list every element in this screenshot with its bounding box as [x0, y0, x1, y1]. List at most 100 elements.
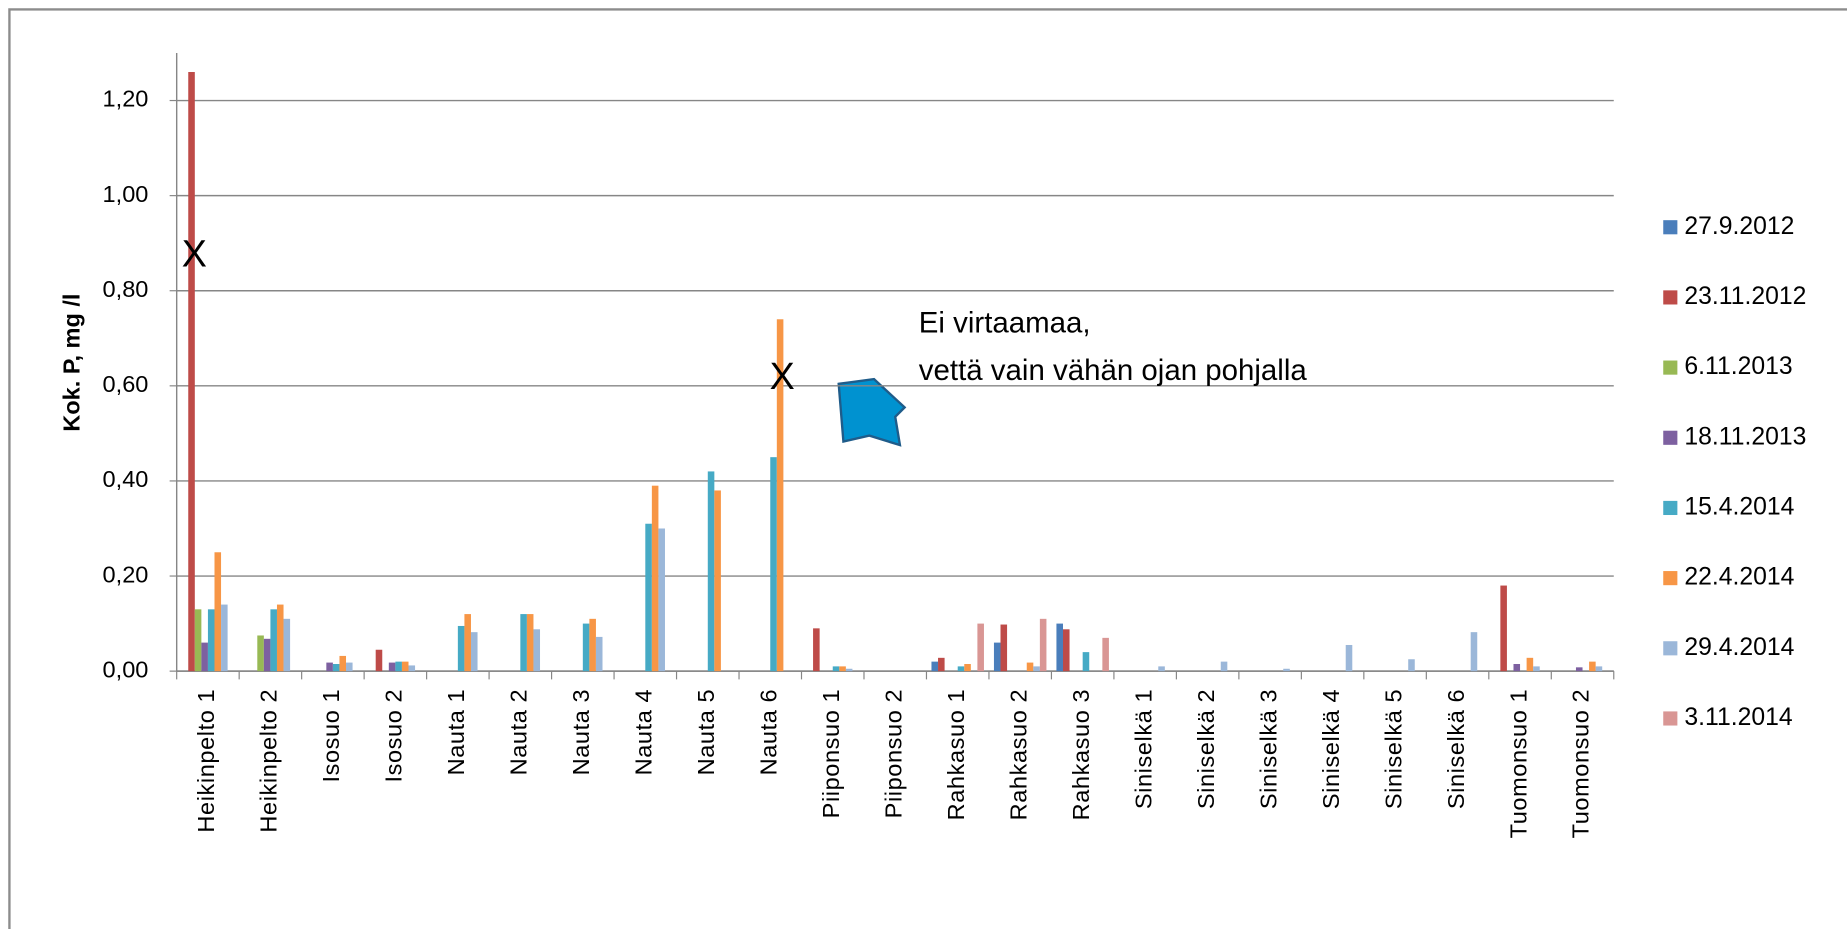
x-tick-label: Piiponsuo 2 — [880, 689, 906, 819]
bar — [1220, 661, 1228, 672]
bar — [1082, 652, 1090, 672]
bar — [194, 609, 202, 672]
bar — [1056, 623, 1063, 672]
bar — [201, 642, 208, 672]
x-tick-label: Isosuo 2 — [381, 689, 407, 783]
bar — [1158, 666, 1165, 672]
frame — [8, 8, 1847, 929]
bar — [1000, 624, 1008, 672]
y-tick-label: 0,20 — [103, 561, 149, 587]
x-tick-label: Nauta 2 — [506, 689, 532, 776]
bar — [464, 614, 471, 672]
bar — [263, 638, 271, 672]
bar — [595, 636, 603, 672]
bar — [526, 614, 534, 672]
annotation: Ei virtaamaa, — [919, 307, 1091, 340]
bar — [520, 614, 527, 672]
legend-label: 15.4.2014 — [1684, 493, 1794, 520]
bar — [776, 319, 784, 672]
bar — [845, 668, 853, 672]
legend-swatch — [1663, 711, 1678, 726]
bar — [1062, 629, 1070, 672]
bar — [1033, 666, 1040, 672]
x-tick-label: Piiponsuo 1 — [818, 689, 844, 819]
legend-label: 18.11.2013 — [1684, 423, 1806, 450]
bar — [346, 662, 353, 672]
bar — [993, 642, 1001, 672]
bar — [408, 665, 416, 672]
legend-swatch — [1663, 641, 1678, 656]
x-tick-label: Siniselkä 1 — [1130, 689, 1156, 809]
bar — [1470, 632, 1478, 672]
x-tick-label: Nauta 1 — [443, 689, 469, 776]
y-tick-label: 0,00 — [103, 656, 149, 682]
x-tick-label: Tuomonsuo 1 — [1505, 689, 1531, 839]
bar — [964, 664, 971, 672]
y-tick-label: 1,00 — [103, 181, 149, 207]
bar — [589, 618, 596, 672]
bar — [326, 662, 333, 672]
y-tick-label: 1,20 — [103, 86, 149, 112]
marker: X — [182, 233, 207, 275]
bar — [957, 666, 965, 672]
x-tick-label: Nauta 5 — [693, 689, 719, 776]
bar — [332, 664, 340, 672]
y-axis-label: Kok. P, mg /l — [58, 294, 84, 432]
bar — [188, 72, 195, 672]
bar — [1102, 637, 1109, 672]
bar — [832, 666, 840, 672]
bar — [1526, 657, 1534, 672]
x-tick-label: Rahkasuo 2 — [1005, 689, 1031, 821]
x-tick-label: Heikinpelto 2 — [256, 689, 282, 833]
bar — [339, 655, 347, 672]
bar — [1595, 666, 1603, 672]
legend-label: 27.9.2012 — [1684, 213, 1794, 240]
bar — [813, 628, 820, 672]
x-tick-label: Siniselkä 4 — [1318, 689, 1344, 809]
x-tick-label: Heikinpelto 1 — [193, 689, 219, 833]
bar — [714, 490, 721, 672]
bar — [221, 604, 228, 672]
bar — [257, 635, 264, 672]
bar — [931, 661, 939, 672]
legend-swatch — [1663, 360, 1678, 375]
bar — [645, 523, 652, 672]
bar — [977, 623, 984, 672]
x-tick-label: Isosuo 1 — [318, 689, 344, 783]
x-tick-label: Nauta 4 — [631, 689, 657, 776]
x-tick-label: Siniselkä 2 — [1193, 689, 1219, 809]
legend-label: 23.11.2012 — [1684, 283, 1806, 310]
x-tick-label: Nauta 6 — [755, 689, 781, 776]
x-tick-label: Siniselkä 6 — [1443, 689, 1469, 809]
legend-label: 29.4.2014 — [1684, 634, 1794, 661]
bar — [1039, 618, 1047, 672]
x-tick-label: Tuomonsuo 2 — [1568, 689, 1594, 839]
bar — [1533, 666, 1540, 672]
x-tick-label: Siniselkä 5 — [1380, 689, 1406, 809]
bar — [283, 618, 291, 672]
y-tick-label: 0,80 — [103, 276, 149, 302]
annotation: vettä vain vähän ojan pohjalla — [919, 354, 1308, 387]
bar — [1575, 667, 1583, 672]
bar — [1513, 664, 1521, 672]
bar — [707, 471, 715, 672]
legend-swatch — [1663, 220, 1678, 235]
y-tick-label: 0,40 — [103, 466, 149, 492]
bar — [1500, 585, 1507, 672]
bar — [388, 662, 396, 672]
arrow — [837, 377, 907, 447]
bar — [1026, 662, 1034, 672]
legend-label: 6.11.2013 — [1684, 353, 1792, 380]
bar — [395, 661, 402, 672]
bar — [582, 623, 590, 672]
bar — [207, 609, 215, 672]
x-tick-label: Siniselkä 3 — [1255, 689, 1281, 809]
bar — [770, 457, 777, 672]
x-tick-label: Rahkasuo 1 — [943, 689, 969, 821]
legend-swatch — [1663, 571, 1678, 586]
bar — [839, 666, 846, 672]
bar — [276, 604, 284, 672]
bar — [401, 661, 409, 672]
bar — [938, 657, 945, 672]
